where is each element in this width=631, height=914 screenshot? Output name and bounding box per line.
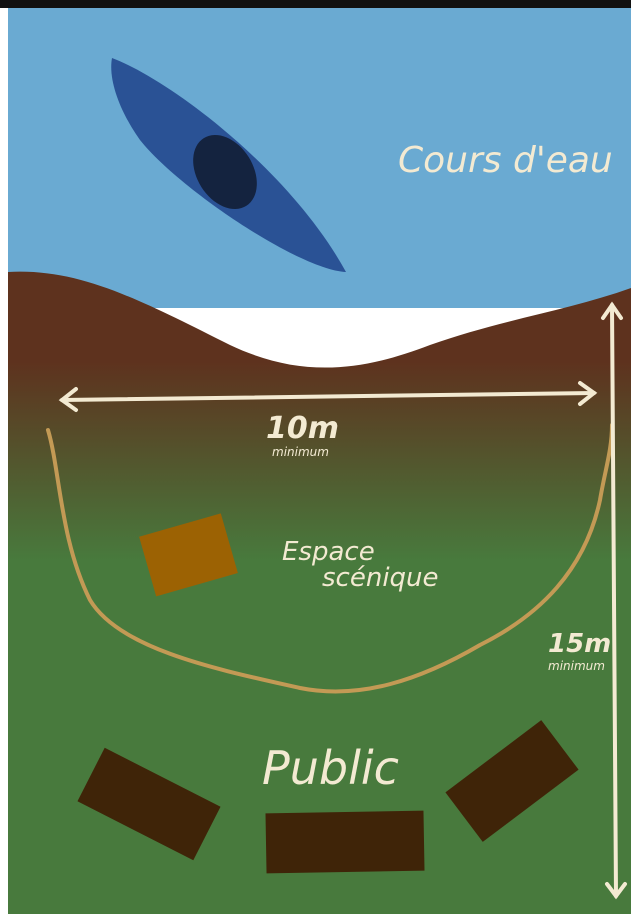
stage-area-outline <box>46 423 614 694</box>
water-label: Cours d'eau <box>398 140 613 181</box>
bench-right <box>445 720 579 842</box>
kayak-icon <box>111 58 346 272</box>
depth-value-label: 15m <box>548 629 611 659</box>
stage-prop-box <box>139 513 238 597</box>
ground-area <box>8 271 631 914</box>
stage-label-line1: Espace <box>282 537 375 567</box>
bench-left <box>77 747 221 861</box>
audience-label: Public <box>262 741 399 795</box>
depth-arrow <box>601 301 627 900</box>
bench-center <box>265 810 425 874</box>
width-value-label: 10m <box>266 411 339 446</box>
depth-note-label: minimum <box>548 659 605 673</box>
width-arrow <box>58 381 598 412</box>
stage-label-line2: scénique <box>322 563 439 593</box>
width-note-label: minimum <box>272 445 329 459</box>
